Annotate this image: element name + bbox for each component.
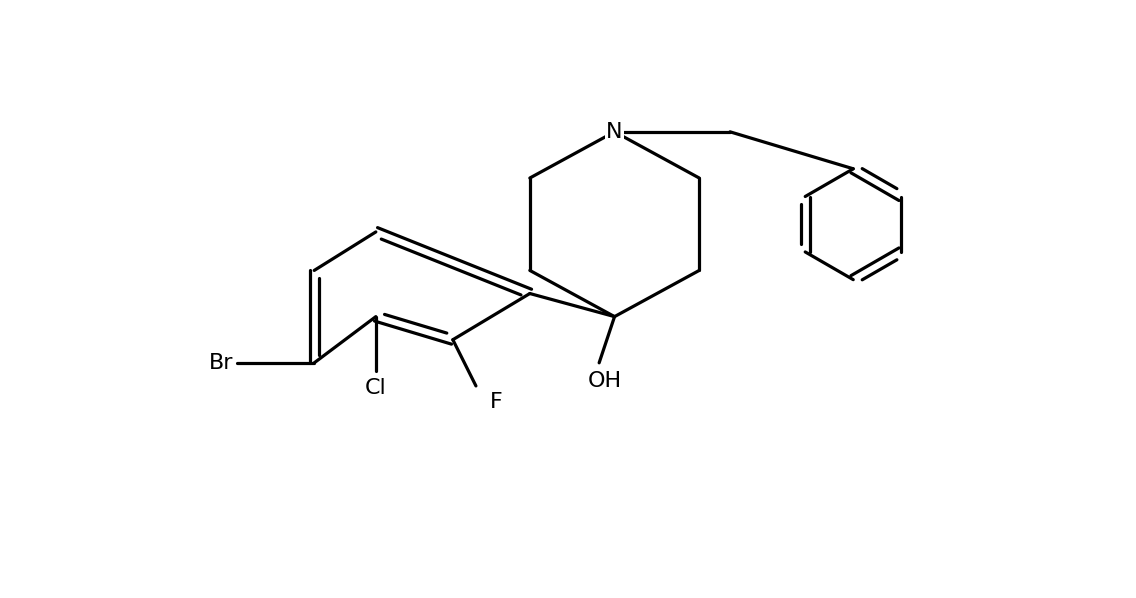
Text: N: N (607, 122, 623, 142)
Text: Br: Br (209, 353, 233, 373)
Text: Cl: Cl (365, 378, 386, 398)
Text: F: F (490, 392, 502, 412)
Text: OH: OH (587, 371, 621, 390)
